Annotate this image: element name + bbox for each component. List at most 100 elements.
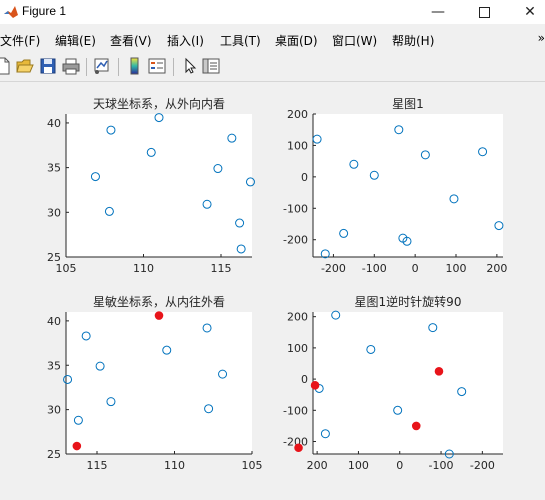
data-point[interactable] <box>106 125 116 135</box>
y-tick-label: 25 <box>47 251 61 264</box>
axes-3[interactable]: 星敏坐标系，从内往外看 115 110 105 25 30 35 40 <box>47 294 263 472</box>
data-point[interactable] <box>204 404 214 414</box>
chart-title: 星图1 <box>392 97 424 111</box>
data-point[interactable] <box>218 369 228 379</box>
chart-title: 星图1逆时针旋转90 <box>355 294 462 309</box>
data-point[interactable] <box>213 164 223 174</box>
highlighted-data-point[interactable] <box>411 421 421 431</box>
data-point[interactable] <box>457 387 467 397</box>
y-tick-label: 35 <box>47 359 61 372</box>
data-point[interactable] <box>227 133 237 143</box>
new-figure-icon[interactable] <box>0 57 12 75</box>
chart-title: 星敏坐标系，从内往外看 <box>93 294 225 309</box>
data-point[interactable] <box>394 125 404 135</box>
highlighted-data-point[interactable] <box>434 366 444 376</box>
y-tick-label: 30 <box>47 404 61 417</box>
menu-view[interactable]: 查看(V) <box>110 34 152 48</box>
data-point[interactable] <box>393 405 403 415</box>
data-point[interactable] <box>320 249 330 259</box>
y-tick-label: 40 <box>47 315 61 328</box>
y-tick-label: -200 <box>283 234 308 247</box>
data-point[interactable] <box>312 134 322 144</box>
data-point[interactable] <box>369 170 379 180</box>
data-point[interactable] <box>444 449 454 459</box>
data-point[interactable] <box>236 244 246 254</box>
print-icon[interactable] <box>62 57 80 75</box>
x-tick-label: 200 <box>486 262 507 275</box>
menu-window[interactable]: 窗口(W) <box>332 34 378 48</box>
data-point[interactable] <box>320 429 330 439</box>
data-point[interactable] <box>420 150 430 160</box>
menu-overflow-chevron[interactable]: » <box>537 31 545 45</box>
title-bar: Figure 1 — ✕ <box>0 0 545 24</box>
data-point[interactable] <box>245 177 255 187</box>
data-point[interactable] <box>428 323 438 333</box>
menu-bar: 文件(F) 编辑(E) 查看(V) 插入(I) 工具(T) 桌面(D) 窗口(W… <box>0 28 545 50</box>
axes-background <box>66 114 252 257</box>
data-point[interactable] <box>331 310 341 320</box>
figure-canvas[interactable]: 天球坐标系，从外向内看 105 110 115 25 30 35 40 星图1 -200 -100 0… <box>0 82 545 500</box>
data-point[interactable] <box>104 206 114 216</box>
toolbar-separator <box>173 58 174 76</box>
data-point[interactable] <box>349 159 359 169</box>
menu-edit[interactable]: 编辑(E) <box>55 34 96 48</box>
link-plot-icon[interactable] <box>93 57 111 75</box>
property-editor-icon[interactable] <box>202 57 220 75</box>
axes-1[interactable]: 天球坐标系，从外向内看 105 110 115 25 30 35 40 <box>47 96 255 275</box>
x-tick-label: 0 <box>412 262 419 275</box>
minimize-button[interactable]: — <box>415 0 461 24</box>
colorbar-icon[interactable] <box>126 57 144 75</box>
data-point[interactable] <box>366 344 376 354</box>
y-tick-label: 0 <box>301 171 308 184</box>
data-point[interactable] <box>154 113 164 123</box>
axes-background <box>313 312 503 454</box>
legend-icon[interactable] <box>148 57 166 75</box>
menu-desktop[interactable]: 桌面(D) <box>275 34 318 48</box>
x-tick-label: 105 <box>242 459 263 472</box>
data-point[interactable] <box>478 147 488 157</box>
x-tick-label: -200 <box>321 262 346 275</box>
x-tick-label: 110 <box>164 459 185 472</box>
data-point[interactable] <box>339 228 349 238</box>
highlighted-data-point[interactable] <box>154 311 164 320</box>
data-point[interactable] <box>106 397 116 407</box>
x-tick-label: -200 <box>470 459 495 472</box>
menu-tools[interactable]: 工具(T) <box>220 34 261 48</box>
maximize-icon <box>478 6 490 18</box>
close-button[interactable]: ✕ <box>507 0 545 24</box>
y-tick-label: -100 <box>283 404 308 417</box>
x-tick-label: 200 <box>307 459 328 472</box>
data-point[interactable] <box>90 172 100 182</box>
data-point[interactable] <box>449 194 459 204</box>
open-file-icon[interactable] <box>16 57 34 75</box>
highlighted-data-point[interactable] <box>72 441 82 451</box>
y-tick-label: 30 <box>47 206 61 219</box>
data-point[interactable] <box>63 374 73 384</box>
toolbar-separator <box>118 58 119 76</box>
menu-insert[interactable]: 插入(I) <box>167 34 204 48</box>
x-tick-label: -100 <box>362 262 387 275</box>
matlab-logo-icon <box>4 6 18 18</box>
data-point[interactable] <box>95 361 105 371</box>
menu-file[interactable]: 文件(F) <box>0 34 41 48</box>
data-point[interactable] <box>402 236 412 246</box>
data-point[interactable] <box>81 331 91 341</box>
data-point[interactable] <box>202 323 212 333</box>
highlighted-data-point[interactable] <box>310 381 320 390</box>
maximize-button[interactable] <box>461 0 507 24</box>
pointer-icon[interactable] <box>181 57 199 75</box>
menu-help[interactable]: 帮助(H) <box>392 34 435 48</box>
y-tick-label: 100 <box>287 139 308 152</box>
y-tick-label: 35 <box>47 162 61 175</box>
data-point[interactable] <box>73 415 83 425</box>
highlighted-data-point[interactable] <box>294 443 303 453</box>
axes-2[interactable]: 星图1 -200 -100 0 100 200 -200 -100 0 100 200 <box>283 97 507 275</box>
figure-toolbar <box>0 53 545 82</box>
data-point[interactable] <box>202 199 212 209</box>
data-point[interactable] <box>494 221 504 231</box>
data-point[interactable] <box>162 345 172 355</box>
save-icon[interactable] <box>39 57 57 75</box>
data-point[interactable] <box>235 218 245 228</box>
data-point[interactable] <box>146 147 156 157</box>
